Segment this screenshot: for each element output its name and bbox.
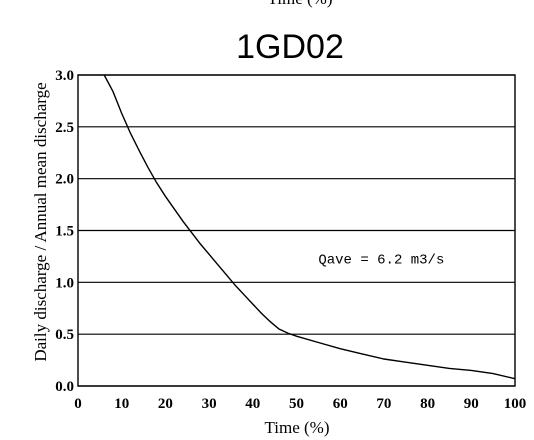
cropped-axis-label: Time (%) [267, 0, 332, 8]
y-tick-label: 2.5 [55, 120, 74, 136]
x-tick-labels: 0 10 20 30 40 50 60 70 80 90 100 [74, 396, 526, 412]
chart-title: 1GD02 [236, 28, 344, 66]
y-tick-label: 3.0 [55, 68, 74, 84]
x-tick-label: 20 [158, 396, 173, 412]
qave-annotation: Qave = 6.2 m3/s [318, 253, 444, 269]
y-tick-label: 2.0 [55, 172, 74, 188]
x-tick-label: 60 [333, 396, 348, 412]
x-tick-label: 100 [504, 396, 527, 412]
flow-duration-curve [103, 74, 516, 380]
annotations: Qave = 6.2 m3/s [318, 253, 444, 269]
y-tick-label: 1.0 [55, 275, 74, 291]
y-tick-labels: 0.0 0.5 1.0 1.5 2.0 2.5 3.0 [55, 68, 74, 395]
plot-frame [77, 74, 516, 387]
x-tick-label: 40 [245, 396, 260, 412]
x-tick-label: 70 [376, 396, 391, 412]
x-tick-label: 50 [289, 396, 304, 412]
y-tick-label: 1.5 [55, 224, 74, 240]
x-tick-label: 30 [202, 396, 217, 412]
x-tick-label: 0 [74, 396, 82, 412]
y-tick-label: 0.0 [55, 379, 74, 395]
grid-lines [78, 74, 515, 387]
x-axis-label: Time (%) [264, 418, 329, 437]
y-tick-label: 0.5 [55, 327, 74, 343]
y-axis-label: Daily discharge / Annual mean discharge [31, 82, 50, 361]
x-tick-label: 80 [420, 396, 435, 412]
x-tick-label: 90 [464, 396, 479, 412]
x-tick-label: 10 [114, 396, 129, 412]
